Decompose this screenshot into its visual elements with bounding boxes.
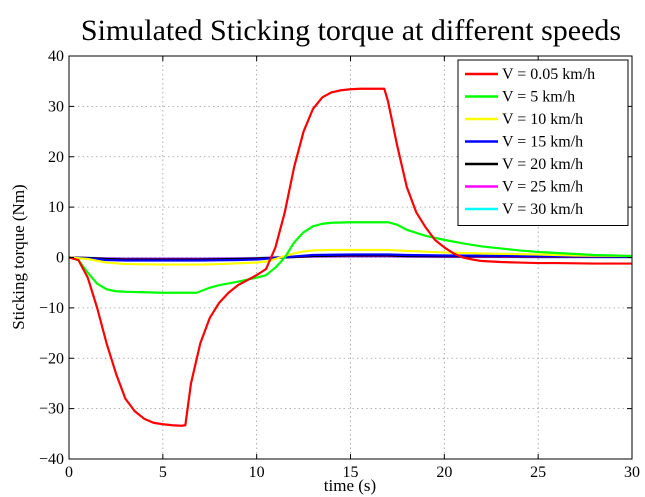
y-tick-label: −40 <box>39 451 64 468</box>
x-tick-label: 30 <box>624 464 640 481</box>
legend-label: V = 20 km/h <box>502 156 583 173</box>
x-tick-label: 5 <box>159 464 167 481</box>
series-lines <box>68 87 633 427</box>
x-tick-label: 15 <box>343 464 359 481</box>
x-tick-label: 10 <box>249 464 265 481</box>
x-axis-label: time (s) <box>324 476 376 495</box>
legend-label: V = 5 km/h <box>502 89 575 106</box>
y-tick-label: −10 <box>39 300 64 317</box>
x-tick-label: 0 <box>65 464 73 481</box>
y-tick-label: −20 <box>39 350 64 367</box>
y-tick-label: 10 <box>48 199 64 216</box>
legend-label: V = 30 km/h <box>502 201 583 218</box>
series-line <box>68 248 633 266</box>
axis-ticks: 0 5 10 15 20 25 30 −40 −30 −20 −10 0 10 20 30 40 <box>39 48 640 481</box>
x-tick-label: 25 <box>530 464 546 481</box>
y-tick-label: 30 <box>48 98 64 115</box>
y-tick-label: 20 <box>48 149 64 166</box>
series-line <box>68 221 633 294</box>
legend-label: V = 0.05 km/h <box>502 66 595 83</box>
legend: V = 0.05 km/h V = 5 km/h V = 10 km/h V = 15… <box>457 59 629 226</box>
legend-label: V = 10 km/h <box>502 111 583 128</box>
series-line <box>68 87 632 427</box>
chart-title: Simulated Sticking torque at different s… <box>81 14 621 47</box>
y-tick-label: 0 <box>56 250 64 267</box>
legend-label: V = 15 km/h <box>502 134 583 151</box>
y-tick-label: −30 <box>39 401 64 418</box>
y-axis-label: Sticking torque (Nm) <box>9 184 28 329</box>
legend-label: V = 25 km/h <box>502 179 583 196</box>
y-tick-label: 40 <box>48 48 64 65</box>
x-tick-label: 20 <box>436 464 452 481</box>
